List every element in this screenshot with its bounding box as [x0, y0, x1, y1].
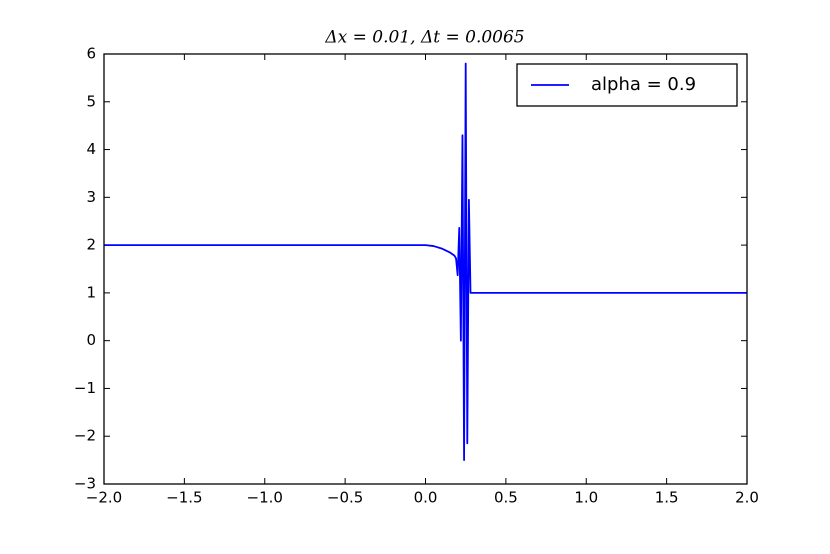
x-tick-label: 1.0 — [574, 489, 598, 507]
x-tick-label: −1.5 — [166, 489, 202, 507]
y-tick-label: 2 — [86, 236, 96, 254]
legend: alpha = 0.9 — [516, 63, 738, 107]
x-tick-label: −2.0 — [86, 489, 122, 507]
plot-frame — [103, 53, 748, 485]
y-tick-label: 0 — [86, 331, 96, 349]
x-tick-label: −1.0 — [247, 489, 283, 507]
x-tick-label: 1.5 — [655, 489, 679, 507]
legend-label: alpha = 0.9 — [591, 74, 696, 95]
y-tick-label: −3 — [74, 475, 96, 493]
y-tick-label: 6 — [86, 45, 96, 63]
y-tick-label: −2 — [74, 427, 96, 445]
chart-title: Δx = 0.01, Δt = 0.0065 — [324, 28, 524, 48]
x-tick-label: −0.5 — [327, 489, 363, 507]
y-tick-label: −1 — [74, 379, 96, 397]
x-tick-label: 0.5 — [494, 489, 518, 507]
x-tick-label: 2.0 — [735, 489, 759, 507]
y-tick-label: 4 — [86, 140, 96, 158]
y-tick-label: 5 — [86, 92, 96, 110]
x-tick-label: 0.0 — [414, 489, 438, 507]
data-line — [104, 62, 747, 462]
y-tick-label: 3 — [86, 188, 96, 206]
y-tick-label: 1 — [86, 283, 96, 301]
